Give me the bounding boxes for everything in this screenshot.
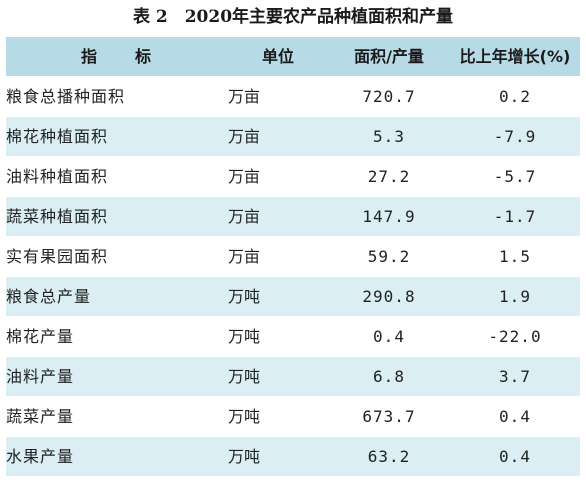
row-growth: 0.4 <box>450 396 580 437</box>
row-unit: 万吨 <box>228 436 328 476</box>
row-growth: -7.9 <box>450 116 580 157</box>
row-value: 6.8 <box>328 356 450 397</box>
row-indicator: 油料产量 <box>6 356 228 397</box>
row-growth: 1.9 <box>450 276 580 317</box>
table-caption: 表 2 2020年主要农产品种植面积和产量 <box>132 7 454 27</box>
row-indicator: 棉花产量 <box>6 316 228 357</box>
row-unit: 万吨 <box>228 396 328 437</box>
row-indicator: 棉花种植面积 <box>6 116 228 157</box>
row-unit: 万吨 <box>228 356 328 397</box>
row-value: 0.4 <box>328 316 450 357</box>
row-indicator: 蔬菜产量 <box>6 396 228 437</box>
table-header-row: 指 标 单位 面积/产量 比上年增长(%) <box>6 37 580 77</box>
row-value: 27.2 <box>328 156 450 197</box>
row-unit: 万吨 <box>228 276 328 317</box>
table-row: 棉花产量 万吨 0.4 -22.0 <box>6 316 580 357</box>
row-value: 63.2 <box>328 436 450 476</box>
row-growth: 1.5 <box>450 236 580 277</box>
row-indicator: 粮食总产量 <box>6 276 228 317</box>
header-indicator: 指 标 <box>6 37 228 77</box>
table-row: 蔬菜产量 万吨 673.7 0.4 <box>6 396 580 437</box>
table-row: 油料种植面积 万亩 27.2 -5.7 <box>6 156 580 197</box>
row-unit: 万亩 <box>228 116 328 157</box>
row-unit: 万亩 <box>228 156 328 197</box>
header-growth: 比上年增长(%) <box>450 37 580 77</box>
table-row: 棉花种植面积 万亩 5.3 -7.9 <box>6 116 580 157</box>
header-value: 面积/产量 <box>328 37 450 77</box>
row-indicator: 水果产量 <box>6 436 228 476</box>
row-unit: 万亩 <box>228 196 328 237</box>
row-growth: 0.2 <box>450 76 580 117</box>
row-growth: -22.0 <box>450 316 580 357</box>
row-indicator: 蔬菜种植面积 <box>6 196 228 237</box>
table-row: 实有果园面积 万亩 59.2 1.5 <box>6 236 580 277</box>
row-growth: -5.7 <box>450 156 580 197</box>
header-unit: 单位 <box>228 37 328 77</box>
row-growth: -1.7 <box>450 196 580 237</box>
row-indicator: 实有果园面积 <box>6 236 228 277</box>
row-value: 147.9 <box>328 196 450 237</box>
row-indicator: 油料种植面积 <box>6 156 228 197</box>
agri-stats-table: 指 标 单位 面积/产量 比上年增长(%) 粮食总播种面积 万亩 720.7 0… <box>6 37 580 476</box>
row-growth: 0.4 <box>450 436 580 476</box>
row-unit: 万亩 <box>228 236 328 277</box>
row-unit: 万吨 <box>228 316 328 357</box>
row-growth: 3.7 <box>450 356 580 397</box>
row-unit: 万亩 <box>228 76 328 117</box>
row-value: 673.7 <box>328 396 450 437</box>
table-row: 水果产量 万吨 63.2 0.4 <box>6 436 580 476</box>
row-value: 59.2 <box>328 236 450 277</box>
row-value: 5.3 <box>328 116 450 157</box>
table-row: 蔬菜种植面积 万亩 147.9 -1.7 <box>6 196 580 237</box>
table-row: 粮食总播种面积 万亩 720.7 0.2 <box>6 76 580 117</box>
table-row: 粮食总产量 万吨 290.8 1.9 <box>6 276 580 317</box>
row-value: 720.7 <box>328 76 450 117</box>
row-indicator: 粮食总播种面积 <box>6 76 228 117</box>
row-value: 290.8 <box>328 276 450 317</box>
table-row: 油料产量 万吨 6.8 3.7 <box>6 356 580 397</box>
